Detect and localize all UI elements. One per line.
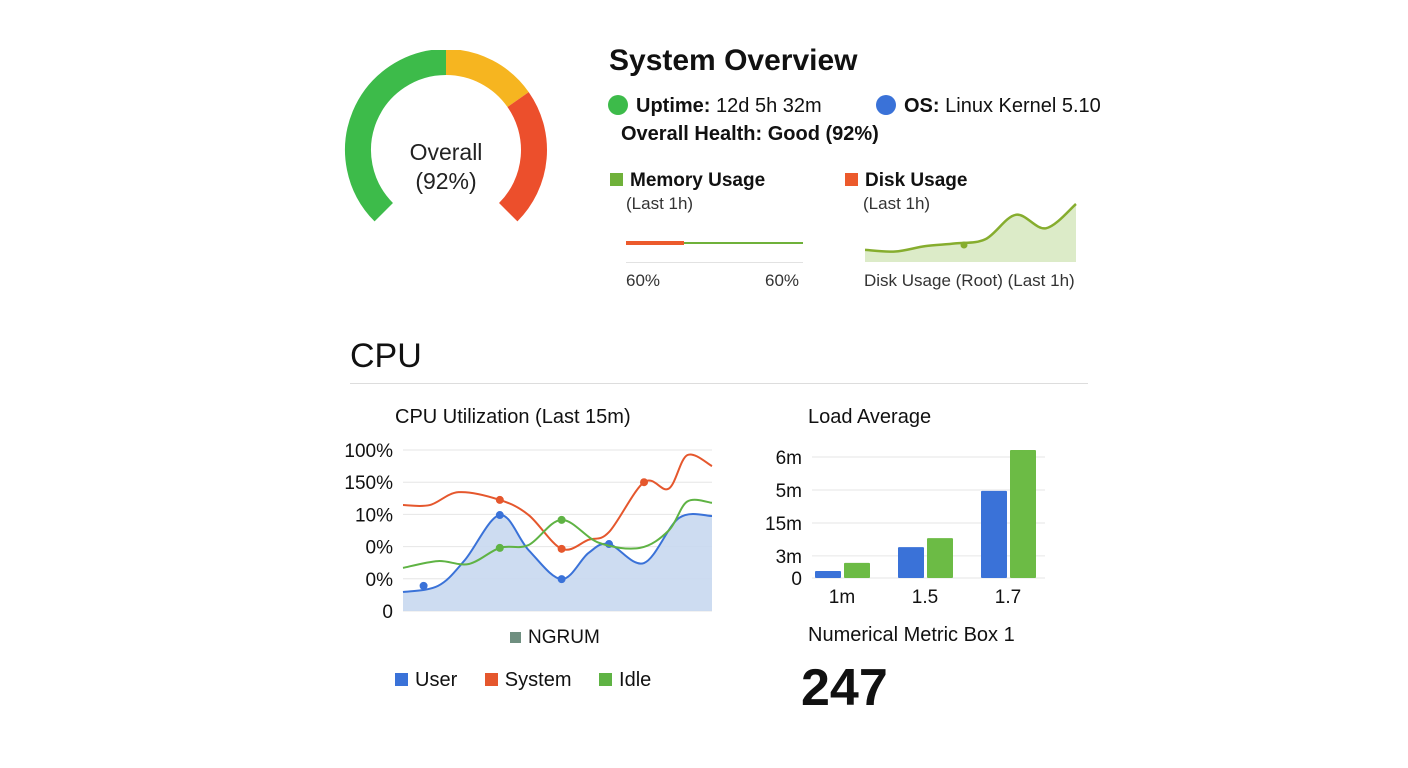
data-point-user [419, 581, 428, 590]
user-legend-icon [395, 673, 408, 686]
bar-1.5 [898, 547, 924, 578]
cpu-utilization-chart: 0 0% 0% 10% 150% 100% [344, 441, 713, 623]
bar-1m [844, 562, 870, 578]
memory-usage-fill [626, 241, 685, 245]
disk-marker [960, 241, 968, 249]
disk-subtitle: (Last 1h) [863, 194, 931, 213]
data-point-idle [495, 543, 504, 552]
y-tick-label: 100% [344, 441, 393, 462]
extra-legend-label: NGRUM [528, 627, 600, 648]
idle-legend-icon [599, 673, 613, 686]
overall-gauge [345, 50, 547, 222]
memory-legend-icon [610, 173, 623, 186]
bar-1.7 [981, 490, 1007, 578]
disk-title: Disk Usage [845, 170, 967, 192]
os-info: OS: Linux Kernel 5.10 [876, 95, 1101, 118]
y-tick-label: 5m [776, 481, 802, 502]
y-tick-label: 0% [366, 538, 394, 559]
x-tick-label: 1m [829, 587, 855, 608]
y-tick-label: 0 [382, 602, 393, 623]
legend-user[interactable]: User [415, 669, 458, 691]
bar-1m [815, 571, 841, 578]
series-line-system [402, 453, 713, 551]
load-average-title: Load Average [808, 406, 932, 428]
data-point-system [557, 544, 566, 553]
uptime-info: Uptime: 12d 5h 32m [608, 95, 822, 118]
gauge-value: (92%) [415, 168, 477, 194]
os-value: Linux Kernel 5.10 [945, 95, 1101, 117]
uptime-value: 12d 5h 32m [716, 95, 822, 117]
gauge-bad-segment [498, 92, 547, 222]
bar-1.5 [927, 538, 953, 578]
memory-title: Memory Usage [610, 170, 765, 192]
os-label: OS: [904, 95, 940, 117]
memory-usage-bar [626, 241, 803, 245]
uptime-status-icon [608, 95, 628, 115]
uptime-label: Uptime: [636, 95, 711, 117]
x-tick-label: 1.5 [912, 587, 938, 608]
disk-caption: Disk Usage (Root) (Last 1h) [864, 271, 1075, 290]
y-tick-label: 150% [344, 473, 393, 494]
legend-system[interactable]: System [504, 669, 572, 691]
memory-max-label: 60% [765, 271, 800, 290]
legend-idle[interactable]: Idle [619, 669, 652, 691]
overall-health: Overall Health: Good (92%) [621, 123, 879, 145]
extra-legend: NGRUM [510, 627, 600, 649]
cpu-legend: User System Idle [395, 669, 651, 692]
y-tick-label: 3m [776, 547, 802, 568]
disk-line [865, 203, 1077, 253]
bar-1.7 [1010, 450, 1036, 578]
cpu-chart-title: CPU Utilization (Last 15m) [395, 406, 631, 428]
y-tick-label: 15m [765, 514, 802, 535]
data-point-system [640, 478, 649, 487]
section-divider [350, 383, 1088, 384]
load-average-chart: 03m 15m 5m 6m 1m 1.5 1.7 [765, 448, 1045, 608]
data-point-user [495, 511, 504, 520]
cpu-section-title: CPU [350, 337, 422, 375]
os-status-icon [876, 95, 896, 115]
gauge-warn-segment [445, 50, 529, 108]
divider [626, 262, 803, 263]
disk-sparkline [865, 203, 1077, 262]
data-point-system [495, 495, 504, 504]
extra-legend-icon [510, 632, 521, 643]
disk-legend-icon [845, 173, 858, 186]
y-tick-label: 6m [776, 448, 802, 469]
x-tick-label: 1.7 [995, 587, 1021, 608]
memory-subtitle: (Last 1h) [626, 194, 694, 213]
metric-box-value: 247 [801, 659, 888, 717]
overview-title: System Overview [609, 44, 858, 77]
gauge-label: Overall (92%) [376, 138, 516, 196]
data-point-idle [557, 515, 566, 524]
memory-title-text: Memory Usage [630, 170, 766, 191]
y-tick-label: 10% [355, 505, 393, 526]
gauge-good-segment [345, 50, 447, 222]
disk-area [865, 204, 1076, 262]
metric-box-title: Numerical Metric Box 1 [808, 624, 1015, 646]
memory-min-label: 60% [626, 271, 661, 290]
y-tick-label: 0% [366, 570, 394, 591]
y-tick-label: 0 [791, 569, 802, 590]
system-legend-icon [484, 673, 498, 686]
disk-title-text: Disk Usage [865, 170, 968, 191]
data-point-user [557, 575, 566, 584]
gauge-title: Overall [409, 139, 483, 165]
